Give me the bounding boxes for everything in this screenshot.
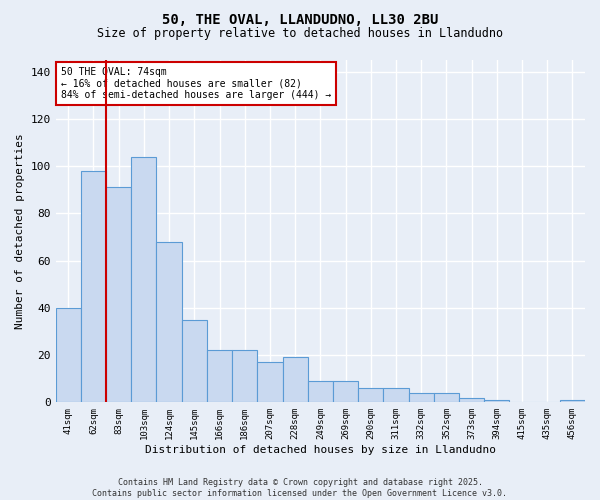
- Bar: [560, 400, 585, 402]
- Bar: [232, 350, 257, 403]
- Bar: [106, 188, 131, 402]
- Y-axis label: Number of detached properties: Number of detached properties: [15, 134, 25, 329]
- Text: 50, THE OVAL, LLANDUDNO, LL30 2BU: 50, THE OVAL, LLANDUDNO, LL30 2BU: [162, 12, 438, 26]
- Bar: [308, 381, 333, 402]
- Bar: [81, 171, 106, 402]
- Bar: [333, 381, 358, 402]
- Text: 50 THE OVAL: 74sqm
← 16% of detached houses are smaller (82)
84% of semi-detache: 50 THE OVAL: 74sqm ← 16% of detached hou…: [61, 67, 331, 100]
- Text: Contains HM Land Registry data © Crown copyright and database right 2025.
Contai: Contains HM Land Registry data © Crown c…: [92, 478, 508, 498]
- Bar: [131, 157, 157, 402]
- Bar: [484, 400, 509, 402]
- Text: Size of property relative to detached houses in Llandudno: Size of property relative to detached ho…: [97, 28, 503, 40]
- Bar: [434, 393, 459, 402]
- X-axis label: Distribution of detached houses by size in Llandudno: Distribution of detached houses by size …: [145, 445, 496, 455]
- Bar: [56, 308, 81, 402]
- Bar: [257, 362, 283, 403]
- Bar: [383, 388, 409, 402]
- Bar: [207, 350, 232, 403]
- Bar: [157, 242, 182, 402]
- Bar: [283, 358, 308, 403]
- Bar: [409, 393, 434, 402]
- Bar: [358, 388, 383, 402]
- Bar: [182, 320, 207, 402]
- Bar: [459, 398, 484, 402]
